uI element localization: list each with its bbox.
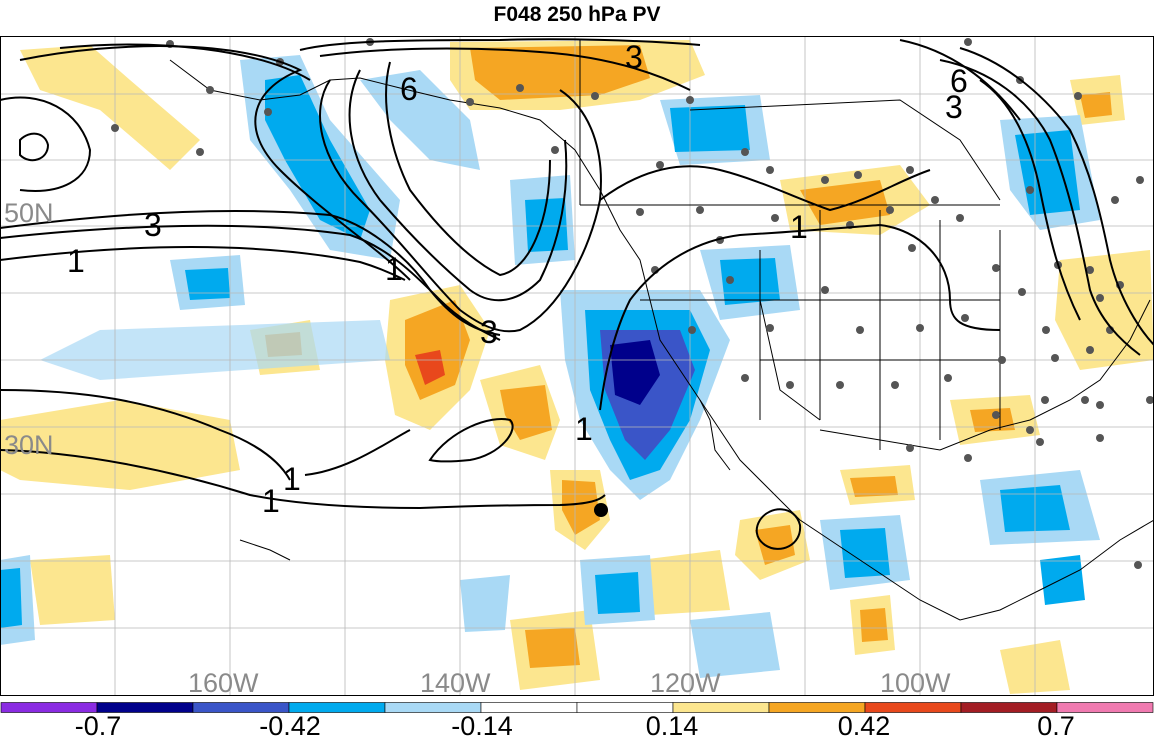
contour-label: 3 (480, 314, 498, 350)
contour-label-group: 3 6 6 3 3 1 1 3 1 1 1 1 (67, 39, 968, 519)
lon-label: 120W (650, 668, 721, 696)
storm-position-marker (594, 503, 608, 517)
contour-label: 1 (67, 243, 85, 279)
coastlines (169, 40, 1154, 621)
contour-label: 3 (945, 89, 963, 125)
contour-label: 1 (283, 461, 301, 497)
colorbar (0, 702, 1154, 713)
graticule-labels: 50N 30N 160W 140W 120W 100W (4, 198, 951, 696)
contour-label: 1 (575, 411, 593, 447)
negative-anomaly-shading (0, 55, 1100, 678)
lat-label: 30N (4, 430, 54, 460)
lon-label: 100W (880, 668, 951, 696)
colorbar-tick-label: 0.42 (837, 711, 891, 741)
lat-label: 50N (4, 198, 54, 228)
contour-label: 1 (262, 483, 280, 519)
contour-label: 3 (144, 207, 162, 243)
colorbar-tick-label: -0.7 (74, 711, 122, 741)
colorbar-swatch (1056, 702, 1154, 713)
colorbar-tick-label: 0.7 (1037, 711, 1075, 741)
map-title: F048 250 hPa PV (493, 3, 661, 26)
contour-label: 3 (625, 39, 643, 75)
contour-label: 6 (950, 63, 968, 99)
contour-label: 1 (790, 209, 808, 245)
lon-label: 140W (420, 668, 491, 696)
colorbar-tick-label: 0.14 (645, 711, 699, 741)
colorbar-tick-label: -0.14 (451, 711, 513, 741)
pv-contours (0, 38, 1154, 550)
lon-label: 160W (188, 668, 259, 696)
colorbar-tick-label: -0.42 (259, 711, 321, 741)
colorbar-labels: -0.7 -0.42 -0.14 0.14 0.42 0.7 (0, 708, 1154, 741)
contour-label: 6 (400, 71, 418, 107)
pv-anomaly-map: 3 6 6 3 3 1 1 3 1 1 1 1 50N 30N 160W 140… (0, 36, 1154, 696)
contour-label: 1 (385, 251, 403, 287)
